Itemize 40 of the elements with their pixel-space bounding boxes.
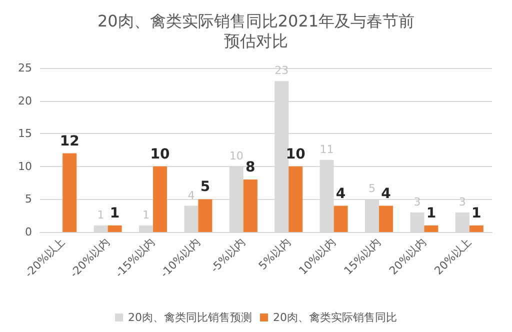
data-label: 1 [110,205,120,222]
bar [424,225,438,232]
data-label: 1 [426,205,436,222]
data-label: 3 [458,195,466,208]
bar [243,180,258,232]
bar [153,166,167,232]
data-label: 4 [336,186,346,202]
data-label: 10 [229,149,244,162]
data-label: 3 [414,195,421,208]
legend-label: 20肉、禽类实际销售同比 [273,311,397,324]
bar [334,206,348,232]
data-label: 1 [472,205,482,222]
x-tick-label: -5%以内 [208,235,248,276]
data-label: 4 [188,188,195,202]
data-label: 11 [320,142,334,156]
y-tick-label: 10 [18,160,32,173]
data-label: 10 [286,146,306,162]
bar [379,206,393,232]
bar [198,199,212,232]
y-tick-label: 25 [18,62,32,74]
bar [469,225,484,232]
data-label: 12 [60,133,80,150]
bar [288,166,303,232]
data-label: 10 [150,146,170,162]
data-label: 8 [246,160,256,176]
data-label: 5 [200,179,210,196]
y-tick-label: 15 [18,127,32,140]
bar [62,153,77,232]
x-tick-label: 5%以内 [256,235,294,272]
data-label: 1 [142,208,150,222]
y-tick-label: 0 [25,226,32,238]
data-label: 4 [381,186,392,202]
data-label: 23 [274,64,289,78]
legend-label: 20肉、禽类同比销售预测 [128,311,252,324]
y-tick-label: 20 [18,94,32,108]
chart-title: 20肉、禽类实际销售同比2021年及与春节前预估对比 [97,12,415,50]
data-label: 5 [368,182,376,196]
y-tick-label: 5 [25,192,32,206]
bar [108,225,122,232]
data-label: 1 [97,208,104,222]
